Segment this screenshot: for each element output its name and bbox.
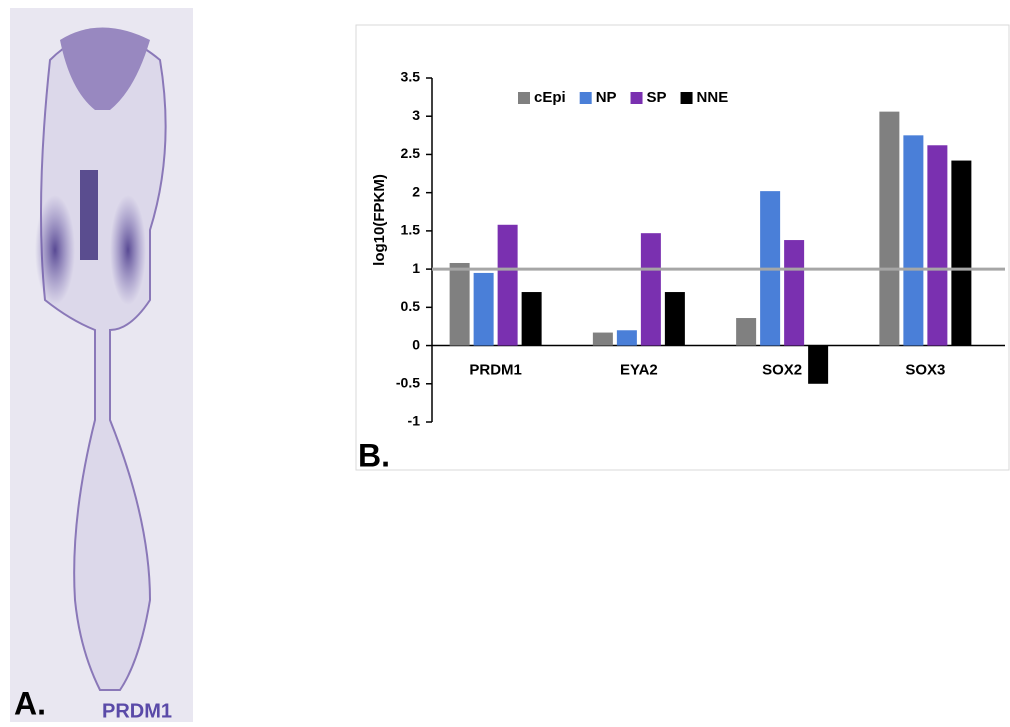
legend-label: SP bbox=[647, 89, 667, 106]
legend-label: cEpi bbox=[534, 89, 566, 106]
bar bbox=[497, 224, 518, 346]
legend-swatch bbox=[680, 92, 693, 104]
bar bbox=[879, 111, 900, 346]
side-stain bbox=[35, 195, 75, 305]
y-axis-label: log10(FPKM) bbox=[371, 174, 388, 266]
bar bbox=[521, 292, 542, 346]
bar bbox=[449, 262, 470, 346]
y-tick-label: -0.5 bbox=[396, 374, 420, 390]
panel-a: A. PRDM1 bbox=[10, 8, 193, 722]
bar bbox=[640, 233, 661, 346]
y-tick-label: 3.5 bbox=[401, 69, 421, 85]
bar bbox=[592, 332, 613, 346]
bar bbox=[473, 272, 494, 346]
y-tick-label: 2.5 bbox=[401, 145, 421, 161]
midline-stain bbox=[80, 170, 98, 260]
y-tick-label: -1 bbox=[408, 413, 421, 429]
bar bbox=[903, 135, 924, 346]
y-tick-label: 0 bbox=[412, 336, 420, 352]
panel-label: B. bbox=[358, 437, 390, 473]
gene-label: PRDM1 bbox=[102, 700, 172, 722]
panel-label: A. bbox=[14, 685, 46, 721]
x-tick-label: SOX2 bbox=[762, 362, 802, 379]
bar bbox=[736, 318, 757, 346]
y-tick-label: 1.5 bbox=[401, 222, 421, 238]
side-stain bbox=[110, 195, 146, 305]
y-tick-label: 1 bbox=[412, 260, 420, 276]
x-tick-label: PRDM1 bbox=[469, 362, 522, 379]
legend-label: NP bbox=[596, 89, 617, 106]
bar bbox=[616, 330, 637, 346]
x-tick-label: EYA2 bbox=[620, 362, 658, 379]
panel-b: log10(FPKM) B. -1 -0.5 0 0.5 1 1.5 2 2.5 3 3.5 PRD… bbox=[355, 24, 1010, 473]
bar bbox=[951, 160, 972, 346]
legend-swatch bbox=[518, 92, 530, 104]
y-tick-label: 3 bbox=[412, 107, 420, 123]
legend-label: NNE bbox=[697, 89, 729, 106]
x-tick-label: SOX3 bbox=[905, 362, 945, 379]
legend-swatch bbox=[579, 92, 592, 104]
bar bbox=[808, 345, 829, 384]
head-stain bbox=[60, 27, 150, 110]
y-tick-label: 2 bbox=[412, 183, 420, 199]
legend-swatch bbox=[630, 92, 643, 104]
bar bbox=[664, 292, 685, 346]
y-tick-label: 0.5 bbox=[401, 298, 421, 314]
bar bbox=[784, 240, 805, 346]
bar bbox=[927, 145, 948, 346]
